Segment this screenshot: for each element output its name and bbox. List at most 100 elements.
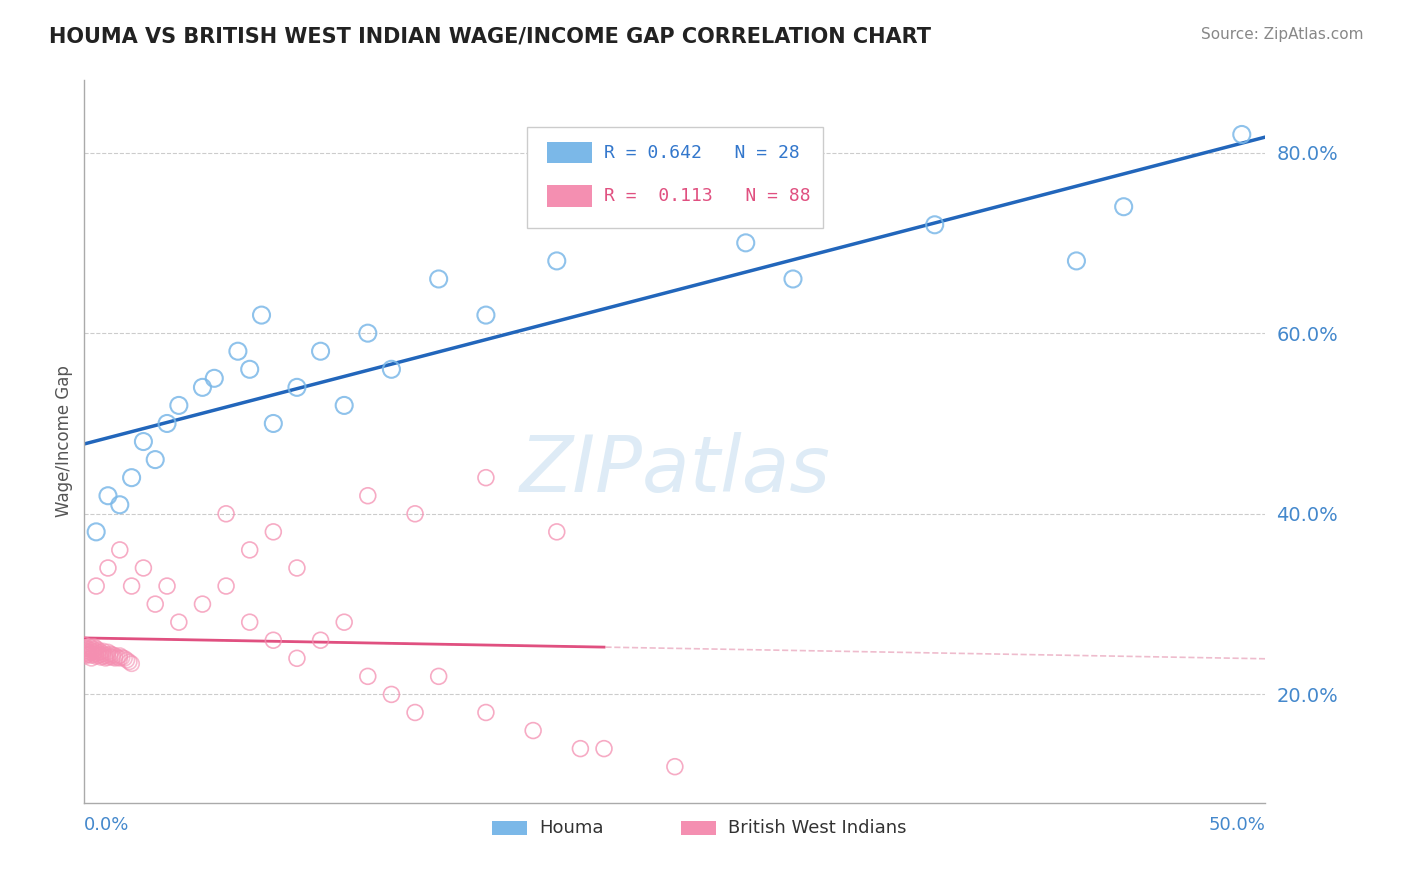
Point: [215, 579, 238, 593]
Point: [91, 647, 114, 661]
Point: [546, 524, 568, 539]
Point: [664, 760, 686, 774]
Point: [73, 647, 96, 661]
Point: [239, 362, 262, 376]
Point: [309, 633, 332, 648]
Point: [143, 597, 166, 611]
Point: [97, 561, 120, 575]
Point: [80, 646, 103, 660]
Point: [97, 645, 120, 659]
Point: [569, 741, 592, 756]
Point: [404, 507, 426, 521]
Point: [1230, 128, 1253, 142]
Text: 50.0%: 50.0%: [1209, 816, 1265, 834]
Point: [285, 651, 308, 665]
Point: [357, 326, 380, 341]
Point: [104, 651, 127, 665]
Point: [115, 653, 138, 667]
Text: R =  0.113   N = 88: R = 0.113 N = 88: [605, 187, 811, 205]
Point: [83, 648, 105, 662]
Text: R = 0.642   N = 28: R = 0.642 N = 28: [605, 144, 800, 161]
Point: [76, 641, 98, 656]
Point: [76, 648, 98, 662]
Point: [108, 542, 131, 557]
Point: [357, 669, 380, 683]
FancyBboxPatch shape: [547, 142, 592, 163]
Point: [108, 651, 131, 665]
Point: [118, 655, 141, 669]
Point: [143, 452, 166, 467]
Point: [132, 434, 155, 449]
Point: [83, 640, 105, 654]
Point: [333, 398, 356, 412]
Point: [522, 723, 544, 738]
Point: [83, 642, 105, 657]
Point: [77, 645, 100, 659]
Text: Source: ZipAtlas.com: Source: ZipAtlas.com: [1201, 27, 1364, 42]
Point: [84, 641, 107, 656]
Point: [83, 645, 105, 659]
Point: [333, 615, 356, 630]
Point: [239, 615, 262, 630]
Point: [80, 640, 103, 655]
Point: [121, 471, 143, 485]
Point: [285, 380, 308, 394]
Text: HOUMA VS BRITISH WEST INDIAN WAGE/INCOME GAP CORRELATION CHART: HOUMA VS BRITISH WEST INDIAN WAGE/INCOME…: [49, 27, 931, 46]
FancyBboxPatch shape: [527, 128, 823, 228]
Point: [1066, 253, 1088, 268]
Point: [94, 648, 117, 663]
Point: [202, 371, 225, 385]
Point: [167, 615, 190, 630]
Point: [108, 648, 131, 663]
Point: [73, 642, 96, 657]
FancyBboxPatch shape: [547, 185, 592, 207]
Point: [309, 344, 332, 359]
Point: [114, 651, 136, 665]
Point: [156, 417, 179, 431]
Point: [262, 524, 284, 539]
Point: [734, 235, 756, 250]
Point: [84, 644, 107, 658]
Point: [73, 649, 96, 664]
Point: [107, 650, 129, 665]
Point: [73, 638, 96, 652]
Point: [97, 650, 120, 665]
Point: [80, 648, 103, 663]
Text: Houma: Houma: [538, 819, 603, 837]
Point: [104, 648, 127, 663]
Point: [73, 640, 96, 655]
Point: [226, 344, 249, 359]
Point: [285, 561, 308, 575]
Y-axis label: Wage/Income Gap: Wage/Income Gap: [55, 366, 73, 517]
Point: [98, 649, 121, 664]
Point: [475, 706, 498, 720]
Point: [97, 489, 120, 503]
Text: 0.0%: 0.0%: [84, 816, 129, 834]
Point: [167, 398, 190, 412]
Point: [191, 380, 214, 394]
Point: [924, 218, 946, 232]
Point: [132, 561, 155, 575]
Text: British West Indians: British West Indians: [728, 819, 907, 837]
Point: [76, 646, 98, 660]
Point: [1112, 200, 1135, 214]
Point: [357, 489, 380, 503]
Point: [87, 646, 110, 660]
Point: [91, 649, 114, 664]
Point: [80, 643, 103, 657]
FancyBboxPatch shape: [681, 821, 716, 835]
Point: [101, 648, 124, 662]
Point: [191, 597, 214, 611]
Point: [87, 643, 110, 657]
Point: [475, 471, 498, 485]
Point: [76, 644, 98, 658]
Point: [156, 579, 179, 593]
Point: [250, 308, 273, 322]
Point: [91, 644, 114, 658]
Point: [546, 253, 568, 268]
Point: [90, 645, 112, 659]
Point: [77, 640, 100, 654]
Point: [84, 579, 107, 593]
FancyBboxPatch shape: [492, 821, 527, 835]
Point: [239, 542, 262, 557]
